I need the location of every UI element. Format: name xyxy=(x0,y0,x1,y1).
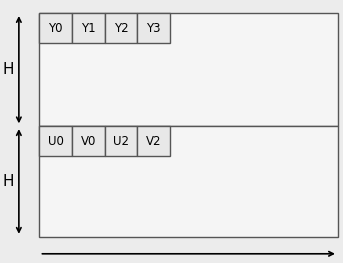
Text: Y3: Y3 xyxy=(146,22,161,35)
Text: H: H xyxy=(3,174,14,189)
Text: Y1: Y1 xyxy=(81,22,96,35)
Bar xyxy=(137,13,170,43)
Bar xyxy=(72,126,105,156)
Bar xyxy=(39,13,338,126)
Text: V0: V0 xyxy=(81,135,96,148)
Bar xyxy=(39,13,72,43)
Bar xyxy=(39,126,72,156)
Text: H: H xyxy=(3,62,14,77)
Text: Y2: Y2 xyxy=(114,22,128,35)
Text: V2: V2 xyxy=(146,135,161,148)
Bar xyxy=(105,13,137,43)
Bar xyxy=(105,126,137,156)
Bar xyxy=(39,126,338,237)
Text: Y0: Y0 xyxy=(48,22,63,35)
Bar xyxy=(72,13,105,43)
Bar xyxy=(137,126,170,156)
Text: U2: U2 xyxy=(113,135,129,148)
Text: U0: U0 xyxy=(48,135,64,148)
